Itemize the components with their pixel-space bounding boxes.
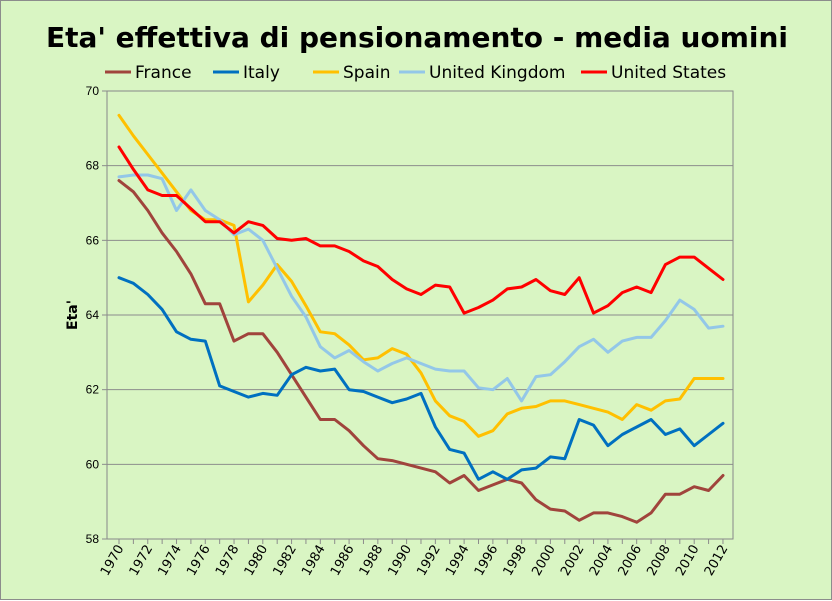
x-axis-ticks: 1970 1972 1974 1976 1978 1980 1982 1984 1986 1988… — [98, 539, 731, 579]
x-tick-label: 1986 — [328, 543, 358, 579]
legend-label-united-kingdom: United Kingdom — [429, 63, 565, 83]
series-line-spain — [117, 113, 725, 438]
x-tick-label: 1990 — [386, 543, 416, 579]
y-tick-label: 70 — [86, 84, 100, 98]
legend-label-france: France — [135, 63, 192, 83]
y-tick-label: 66 — [86, 233, 100, 247]
series-line-united-kingdom — [117, 173, 725, 403]
series-line-united-states — [117, 145, 725, 315]
x-tick-label: 1974 — [155, 543, 185, 579]
x-tick-label: 1976 — [184, 543, 214, 579]
x-tick-label: 1984 — [299, 543, 329, 579]
chart-title: Eta' effettiva di pensionamento - media … — [46, 21, 788, 54]
x-tick-label: 1972 — [127, 543, 157, 579]
y-tick-label: 68 — [86, 159, 100, 173]
legend: France Italy Spain United Kingdom United Sta… — [105, 63, 726, 83]
y-tick-label: 60 — [86, 457, 100, 471]
x-tick-label: 1988 — [357, 543, 387, 579]
series-lines — [117, 113, 725, 524]
x-tick-label: 2010 — [673, 543, 703, 579]
x-tick-label: 2004 — [587, 543, 617, 579]
legend-label-united-states: United States — [611, 63, 726, 83]
x-tick-label: 2012 — [702, 543, 732, 579]
x-tick-label: 1970 — [98, 543, 128, 579]
y-tick-label: 64 — [86, 308, 100, 322]
y-tick-label: 58 — [86, 532, 100, 546]
series-line-france — [117, 179, 725, 524]
x-tick-label: 1980 — [242, 543, 272, 579]
x-tick-label: 1996 — [472, 543, 502, 579]
x-tick-label: 2006 — [616, 543, 646, 579]
legend-label-italy: Italy — [243, 63, 280, 83]
x-tick-label: 2000 — [529, 543, 559, 579]
x-tick-label: 1982 — [270, 543, 300, 579]
x-tick-label: 2002 — [558, 543, 588, 579]
x-tick-label: 1978 — [213, 543, 243, 579]
y-axis-ticks: 58 60 62 64 66 68 70 — [86, 84, 107, 546]
series-line-italy — [117, 276, 725, 481]
x-tick-label: 1994 — [443, 543, 473, 579]
x-tick-label: 1998 — [501, 543, 531, 579]
x-tick-label: 1992 — [414, 543, 444, 579]
legend-label-spain: Spain — [343, 63, 391, 83]
y-tick-label: 62 — [86, 383, 100, 397]
gridlines — [107, 90, 733, 465]
x-tick-label: 2008 — [644, 543, 674, 579]
y-axis-label: Eta' — [65, 300, 81, 330]
